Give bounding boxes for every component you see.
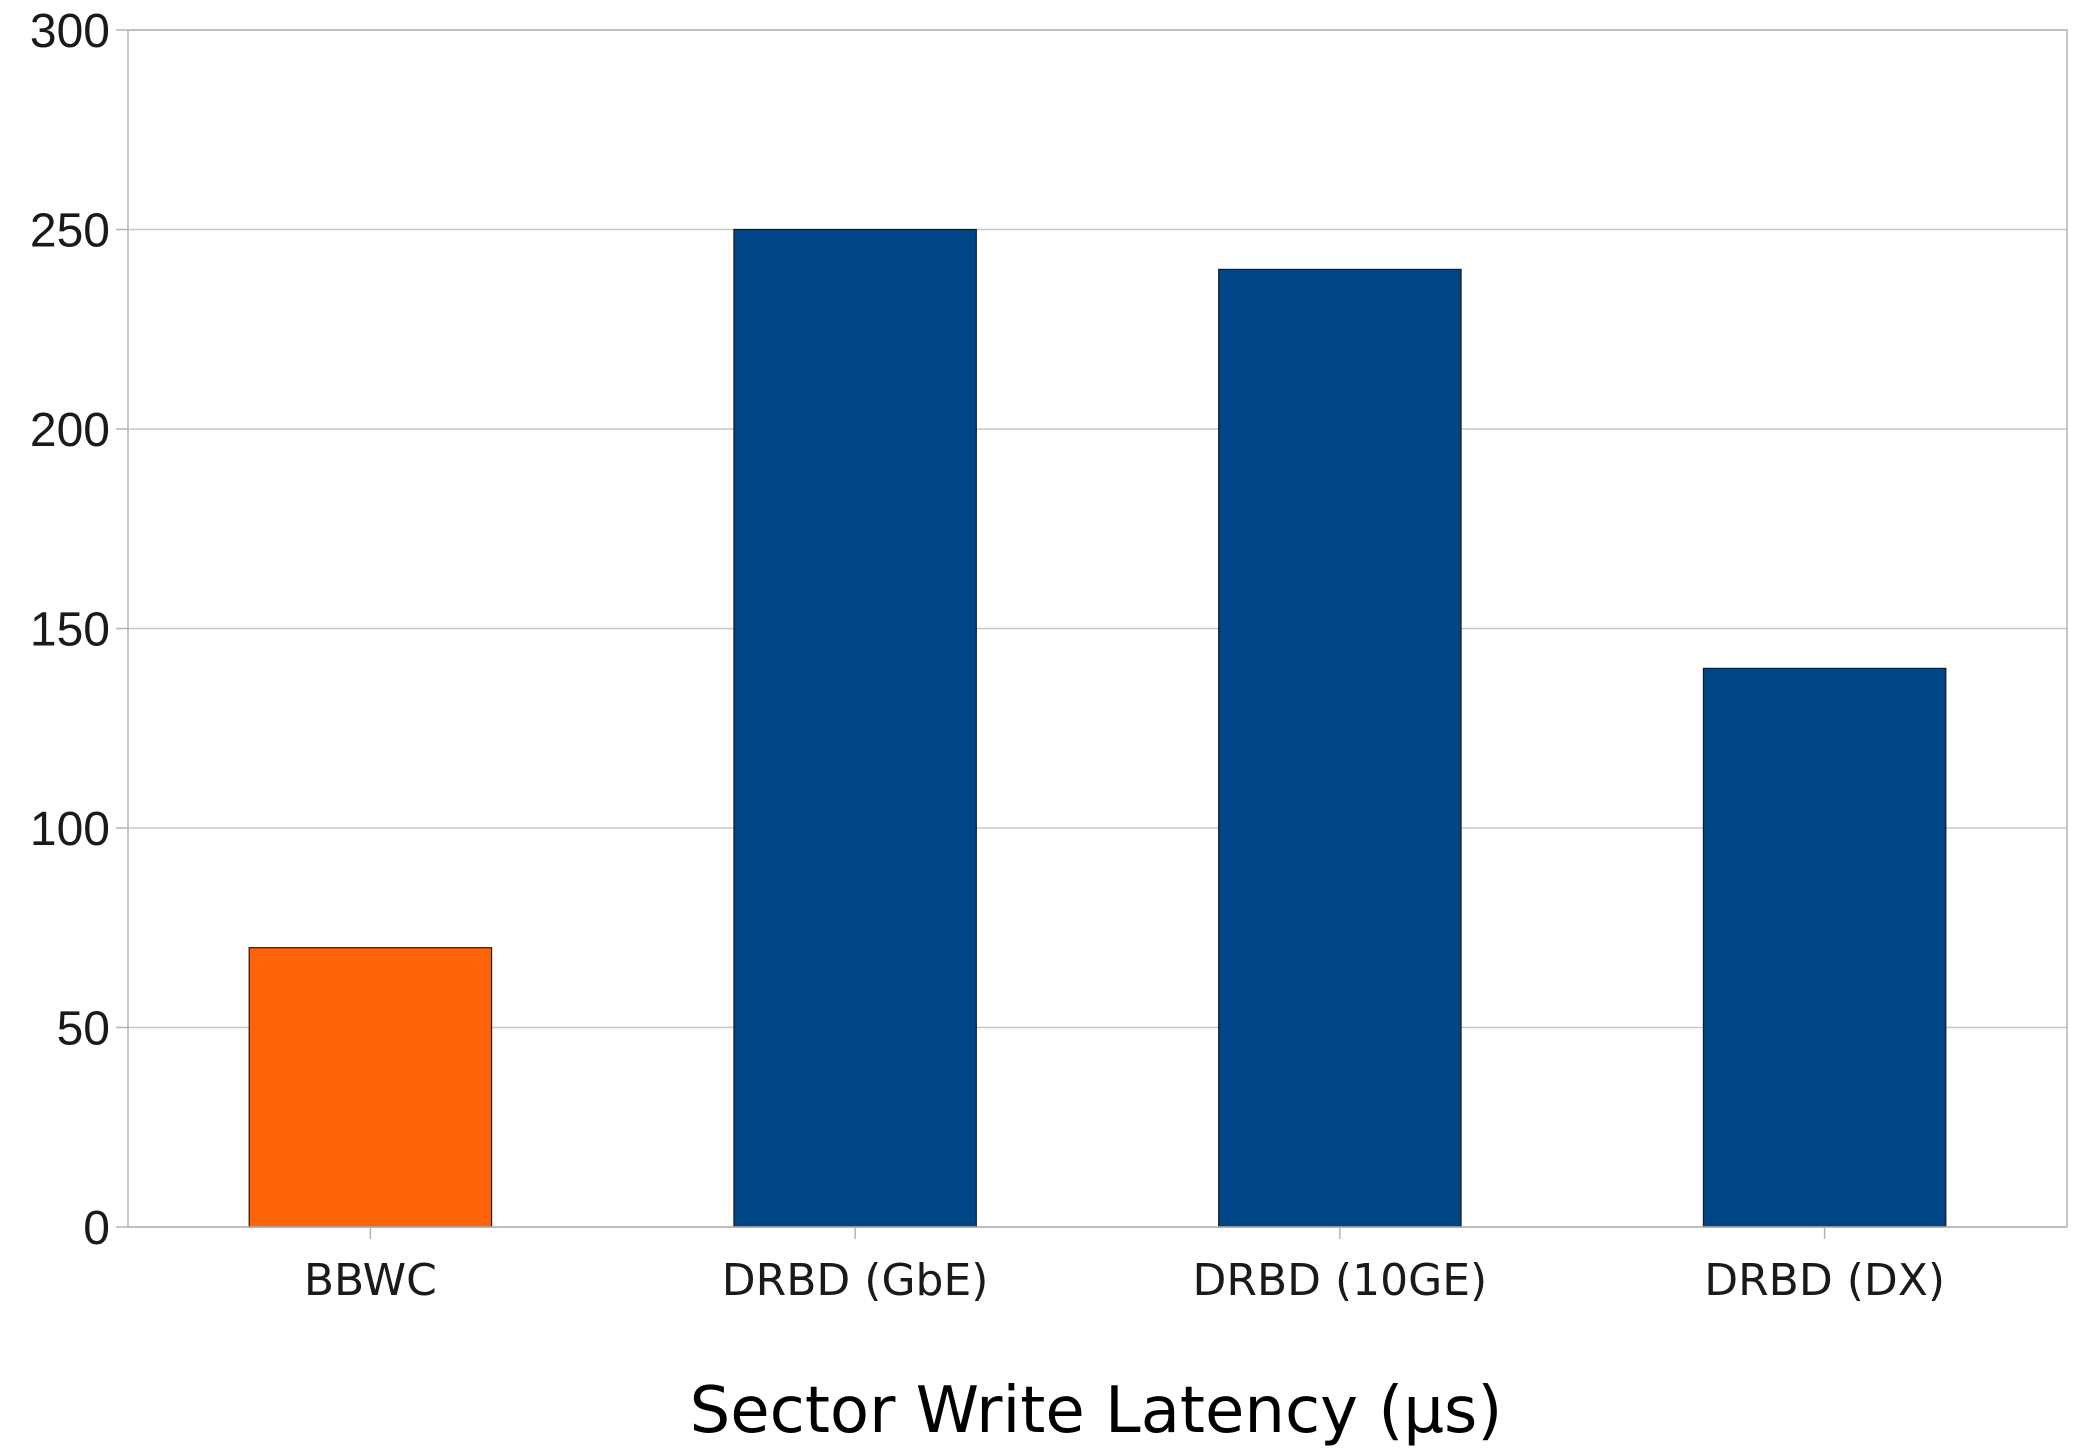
bars	[248, 228, 1947, 1228]
x-axis-title: Sector Write Latency (µs)	[690, 1374, 1503, 1448]
x-tick-label: BBWC	[304, 1255, 437, 1306]
x-tick-label: DRBD (10GE)	[1193, 1255, 1488, 1306]
y-tick-label: 200	[30, 404, 110, 457]
y-tick-label: 250	[30, 205, 110, 258]
bar-bbwc	[248, 947, 493, 1228]
y-tick-label: 100	[30, 803, 110, 856]
y-tick-label: 300	[30, 5, 110, 58]
x-tick-label: DRBD (DX)	[1704, 1255, 1945, 1306]
y-tick-label: 150	[30, 604, 110, 657]
x-tick-labels: BBWC DRBD (GbE) DRBD (10GE) DRBD (DX)	[304, 1255, 1945, 1306]
y-tick-labels: 0 50 100 150 200 250 300	[30, 5, 110, 1255]
y-tick-label: 0	[83, 1202, 110, 1255]
bar-drbd-10ge	[1218, 268, 1462, 1228]
x-tick-label: DRBD (GbE)	[722, 1255, 989, 1306]
bar-drbd-dx	[1702, 667, 1947, 1228]
plot-frame	[127, 29, 2068, 1228]
y-tick-label: 50	[57, 1003, 110, 1056]
axes	[116, 29, 2068, 1239]
bar-drbd-gbe	[733, 228, 977, 1228]
